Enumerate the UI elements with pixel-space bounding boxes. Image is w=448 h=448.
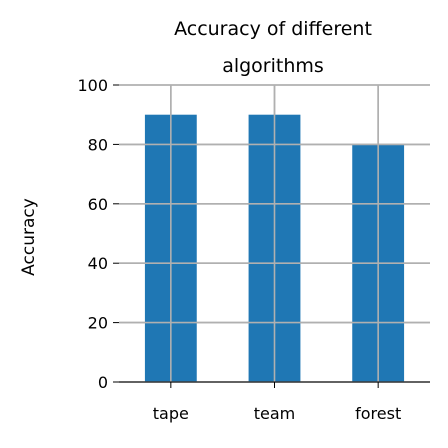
x-tick-label-forest: forest [355,404,401,423]
chart-title: Accuracy of different algorithms [174,18,372,77]
x-tick-label-tape: tape [153,404,189,423]
y-tick-label: 0 [98,373,108,392]
x-axis-ticks: tape team forest [119,381,430,423]
y-axis-ticks: 0 20 40 60 80 100 [77,76,119,392]
y-axis-label: Accuracy [19,198,39,276]
x-tick-label-team: team [254,404,296,423]
y-tick-label: 100 [77,76,108,95]
y-tick-label: 80 [88,135,108,154]
chart-title-line-1: Accuracy of different [174,18,372,40]
y-tick-label: 40 [88,254,108,273]
y-tick-label: 20 [88,314,108,333]
y-tick-label: 60 [88,195,108,214]
chart-title-line-2: algorithms [222,55,324,77]
